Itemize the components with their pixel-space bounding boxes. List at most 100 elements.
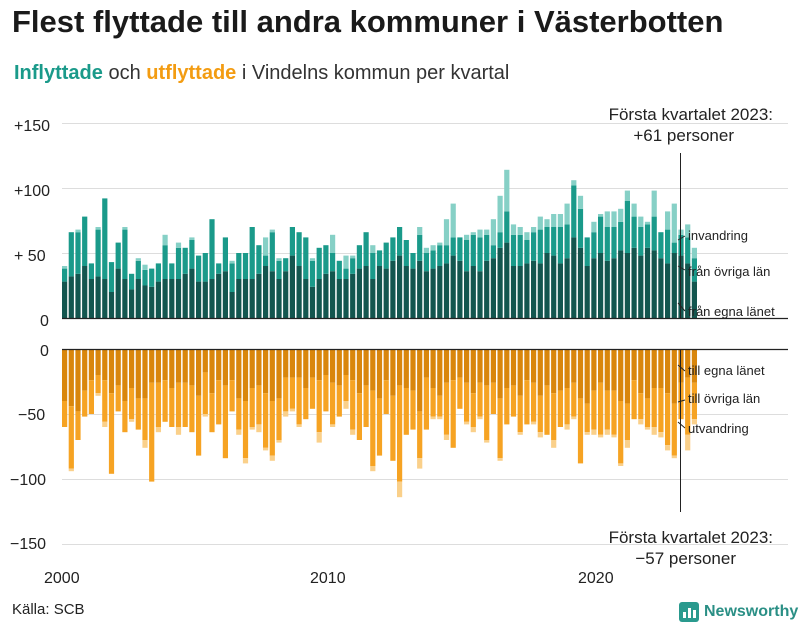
bar-in-own-county — [169, 279, 175, 318]
bar-in-own-county — [196, 281, 202, 318]
bar-in-own-county — [557, 263, 563, 318]
bar-out-emigration — [263, 447, 269, 451]
bar-in-other-counties — [437, 245, 443, 266]
bar-out-other-counties — [269, 401, 275, 456]
bar-in-immigration — [510, 224, 517, 235]
bar-in-other-counties — [303, 237, 309, 279]
bar-in-own-county — [531, 260, 537, 318]
bar-out-emigration — [129, 419, 135, 422]
bar-in-other-counties — [397, 227, 403, 256]
bar-in-immigration — [370, 245, 376, 253]
bar-out-other-counties — [88, 380, 94, 414]
bar-in-own-county — [470, 266, 476, 318]
bar-out-own-county — [202, 349, 208, 373]
annotation-out-line2: −57 personer — [635, 549, 736, 568]
bar-in-other-counties — [376, 250, 383, 266]
bar-out-emigration — [517, 432, 523, 435]
bar-in-other-counties — [202, 253, 208, 282]
bar-out-other-counties — [256, 385, 262, 425]
bar-out-own-county — [196, 349, 202, 396]
bar-in-immigration — [464, 234, 470, 240]
bar-out-other-counties — [464, 382, 470, 422]
bar-out-emigration — [256, 424, 262, 433]
bar-in-own-county — [309, 286, 316, 318]
bar-in-other-counties — [249, 227, 255, 279]
bar-out-own-county — [129, 349, 135, 388]
bar-out-other-counties — [162, 380, 168, 422]
label-leader-invandring — [677, 235, 686, 241]
bar-out-emigration — [443, 434, 450, 440]
bar-out-other-counties — [122, 401, 128, 433]
bar-in-other-counties — [122, 229, 128, 279]
bar-in-other-counties — [155, 263, 161, 282]
bar-in-own-county — [249, 279, 255, 318]
bar-in-other-counties — [316, 247, 322, 279]
bar-out-emigration — [604, 429, 610, 435]
bar-in-other-counties — [564, 224, 570, 259]
bar-in-immigration — [229, 260, 235, 264]
bar-out-other-counties — [537, 395, 543, 433]
bar-in-immigration — [417, 227, 423, 235]
bar-out-other-counties — [236, 398, 242, 430]
bar-out-own-county — [222, 349, 228, 386]
bar-out-own-county — [524, 349, 530, 381]
bar-out-other-counties — [363, 385, 369, 427]
bar-in-other-counties — [169, 263, 175, 279]
bar-in-immigration — [644, 221, 651, 225]
bar-out-emigration — [665, 445, 671, 451]
bar-out-own-county — [122, 349, 128, 401]
bar-in-own-county — [142, 285, 148, 318]
bar-out-emigration — [651, 427, 657, 435]
bar-in-immigration — [551, 214, 557, 227]
bar-out-emigration — [68, 468, 74, 472]
bar-out-own-county — [263, 349, 269, 394]
bar-out-emigration — [685, 434, 691, 451]
bar-in-own-county — [390, 260, 396, 318]
bar-in-own-county — [236, 279, 242, 318]
bar-out-other-counties — [155, 382, 161, 427]
label-invandring: invandring — [688, 228, 748, 243]
bar-out-own-county — [591, 349, 597, 391]
bar-in-own-county — [477, 271, 483, 318]
bar-out-own-county — [356, 349, 362, 394]
bar-out-other-counties — [390, 395, 396, 461]
bar-in-own-county — [135, 279, 141, 318]
bar-out-other-counties — [524, 380, 530, 425]
y-tick-50: + 50 — [14, 248, 46, 265]
y-tick-minus-100: −100 — [10, 472, 46, 489]
bar-out-emigration — [142, 440, 148, 448]
label-leader-egna-in — [677, 302, 686, 312]
bar-out-own-county — [269, 349, 275, 401]
bar-out-other-counties — [169, 388, 175, 427]
bar-out-own-county — [417, 349, 423, 412]
bar-out-own-county — [390, 349, 396, 396]
bar-in-immigration — [95, 227, 101, 230]
bar-in-own-county — [343, 279, 349, 318]
bar-in-immigration — [263, 237, 269, 256]
bar-in-other-counties — [665, 229, 671, 264]
bar-in-other-counties — [129, 273, 135, 290]
bar-out-other-counties — [618, 401, 624, 464]
bar-in-other-counties — [571, 185, 577, 238]
bar-in-own-county — [129, 289, 135, 318]
bar-out-emigration — [276, 440, 282, 443]
bar-out-other-counties — [644, 398, 651, 427]
bar-out-other-counties — [309, 377, 316, 409]
bar-out-other-counties — [430, 388, 436, 417]
bar-out-other-counties — [443, 382, 450, 435]
bar-in-other-counties — [95, 229, 101, 277]
bar-in-other-counties — [263, 255, 269, 266]
bar-in-immigration — [638, 216, 644, 227]
annotation-in-line1: Första kvartalet 2023: — [609, 105, 773, 124]
bar-in-own-county — [423, 271, 429, 318]
bar-in-immigration — [350, 255, 356, 259]
bar-out-other-counties — [450, 380, 456, 448]
bar-out-other-counties — [658, 388, 664, 433]
bar-in-own-county — [363, 266, 369, 318]
bar-out-other-counties — [417, 411, 423, 459]
bar-out-other-counties — [330, 382, 336, 425]
bar-in-immigration — [504, 169, 510, 212]
bar-out-own-county — [638, 349, 644, 394]
bar-in-other-counties — [644, 224, 651, 248]
bar-in-other-counties — [598, 216, 604, 253]
